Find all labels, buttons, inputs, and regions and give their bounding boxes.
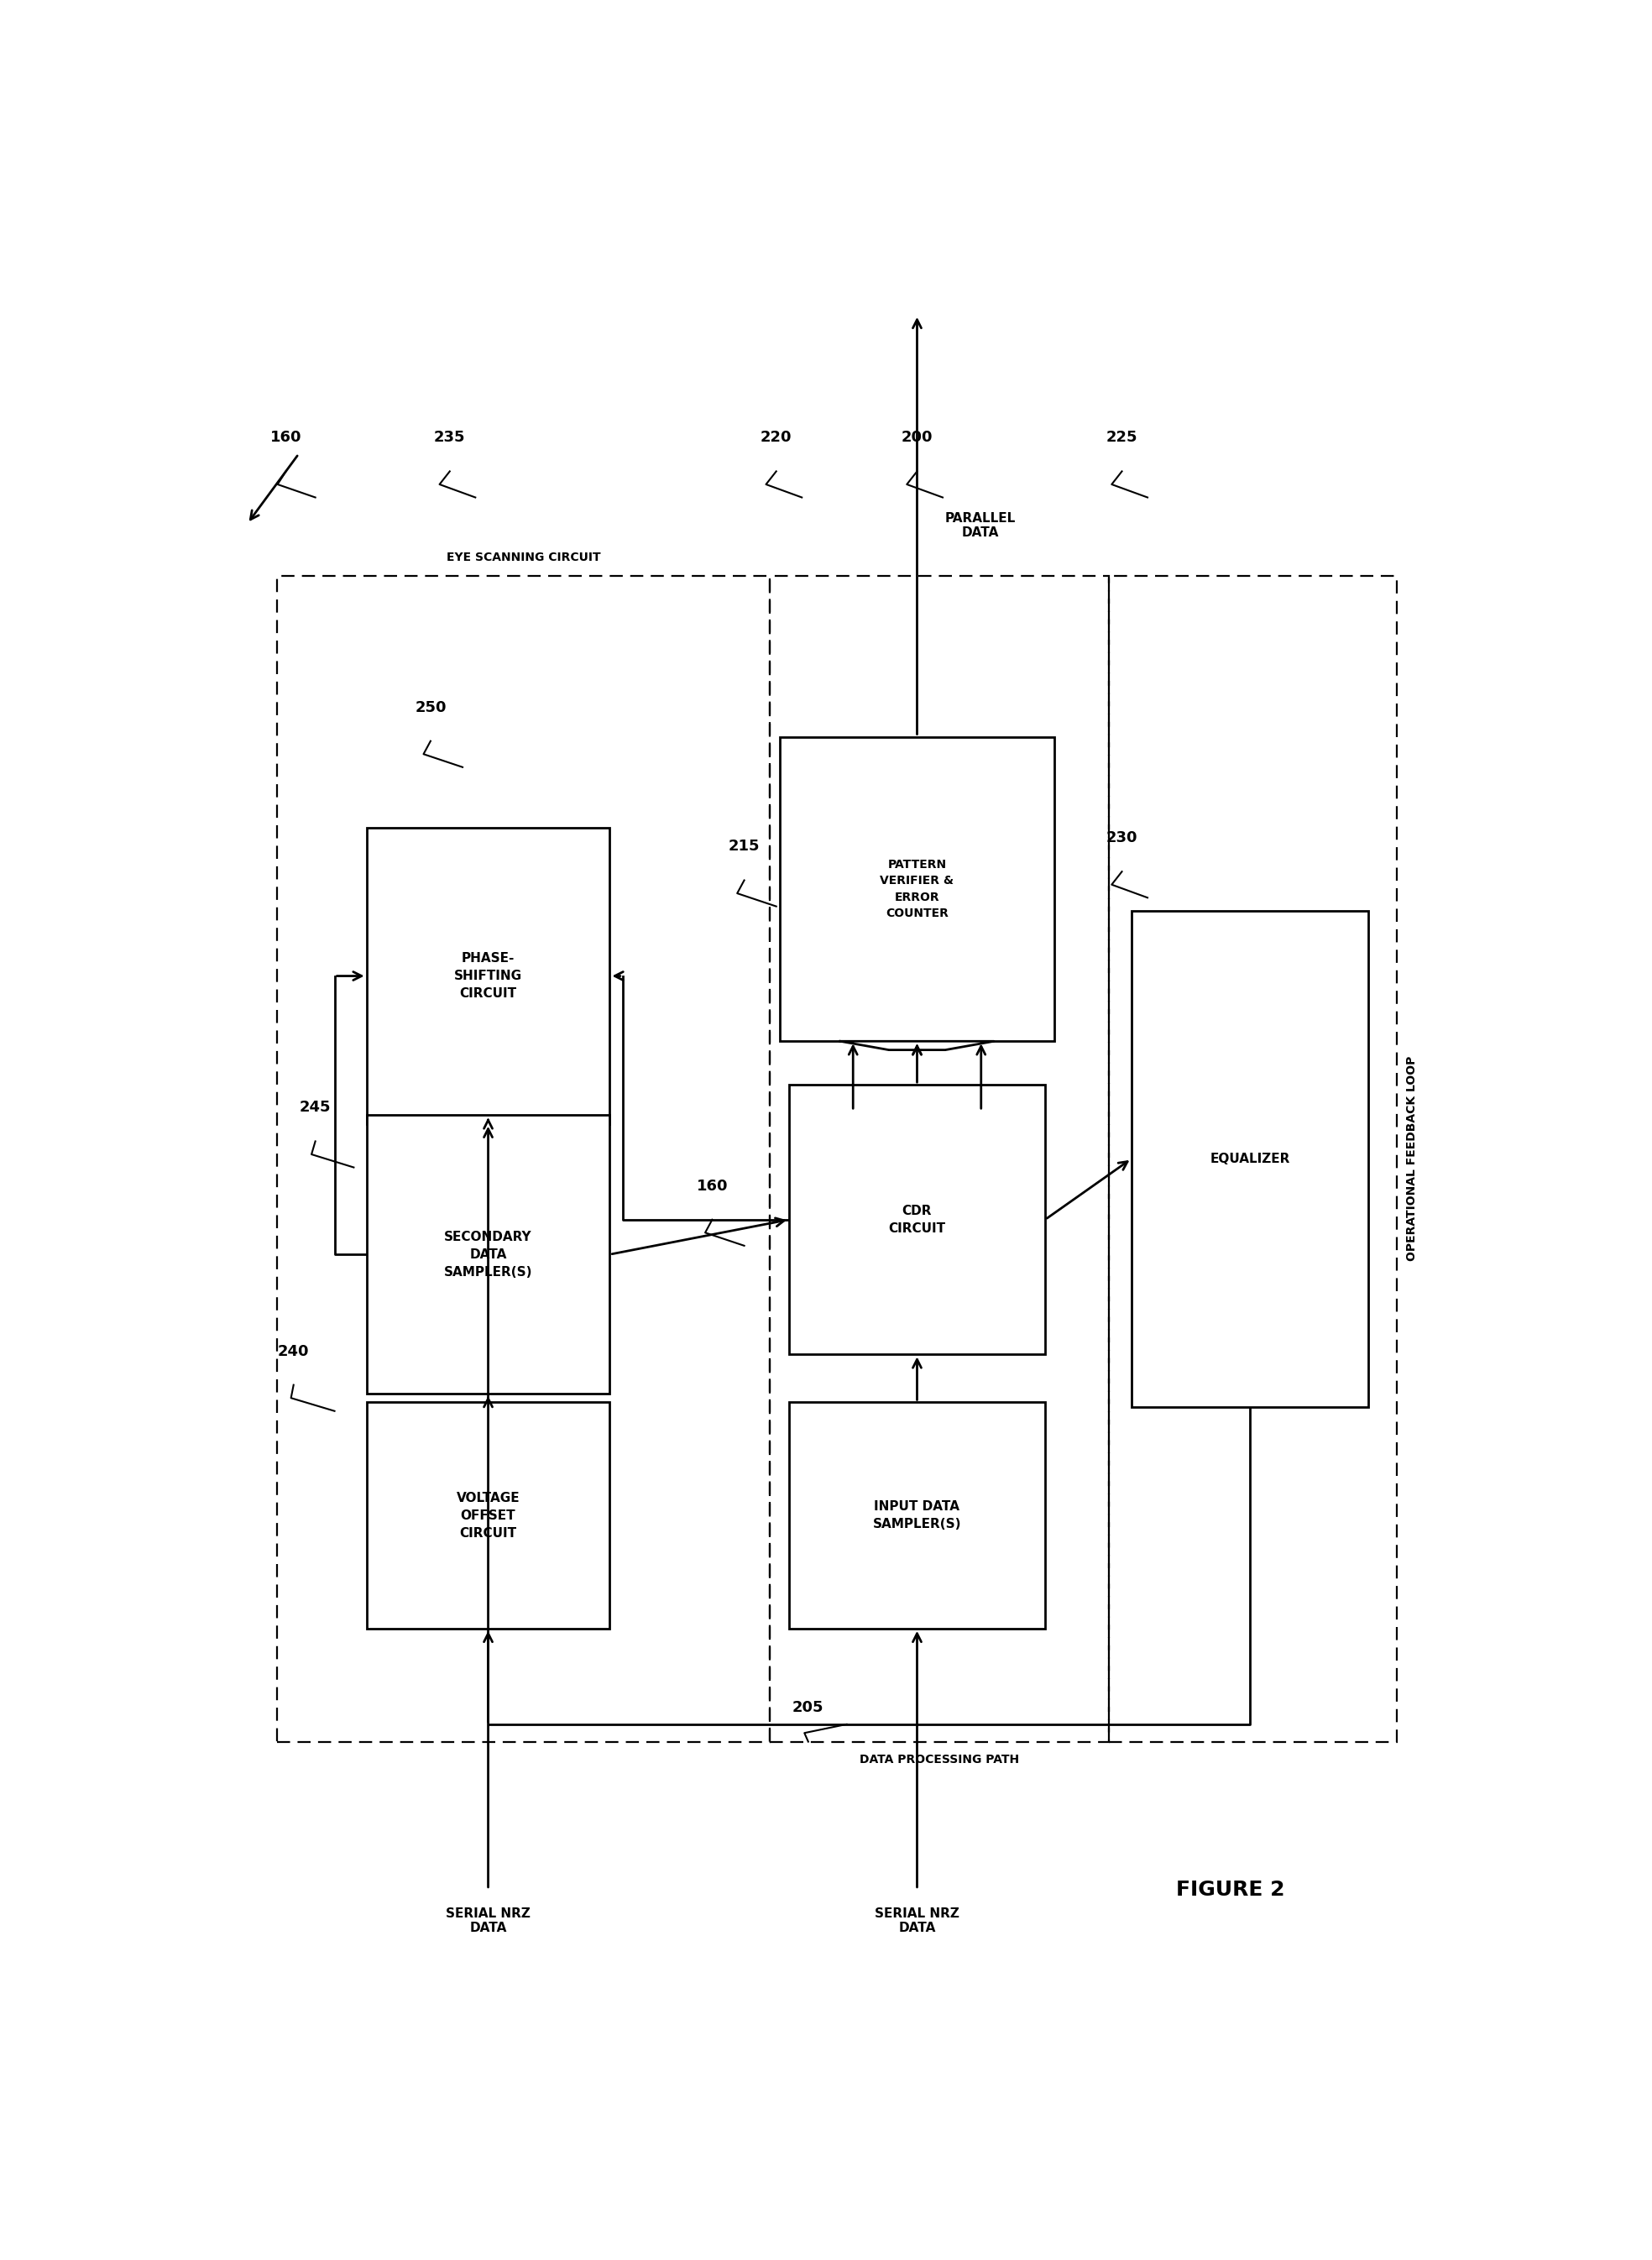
Text: INPUT DATA
SAMPLER(S): INPUT DATA SAMPLER(S) (872, 1501, 961, 1530)
Bar (770, 576, 1108, 1742)
Text: EQUALIZER: EQUALIZER (1209, 1153, 1290, 1164)
Text: 240: 240 (278, 1345, 309, 1358)
Text: EYE SCANNING CIRCUIT: EYE SCANNING CIRCUIT (446, 551, 600, 563)
Text: 235: 235 (434, 429, 466, 445)
Text: PATTERN
VERIFIER &
ERROR
COUNTER: PATTERN VERIFIER & ERROR COUNTER (881, 859, 953, 920)
Bar (278, 576, 770, 1742)
Text: FIGURE 2: FIGURE 2 (1176, 1880, 1285, 1901)
Text: PARALLEL
DATA: PARALLEL DATA (945, 513, 1016, 540)
Bar (790, 1401, 1046, 1629)
Text: CDR
CIRCUIT: CDR CIRCUIT (889, 1205, 945, 1234)
Text: 220: 220 (760, 429, 791, 445)
Text: DATA PROCESSING PATH: DATA PROCESSING PATH (859, 1754, 1019, 1765)
Text: 250: 250 (415, 701, 446, 714)
Text: SERIAL NRZ
DATA: SERIAL NRZ DATA (446, 1907, 530, 1935)
Bar (780, 737, 1054, 1042)
Text: VOLTAGE
OFFSET
CIRCUIT: VOLTAGE OFFSET CIRCUIT (456, 1492, 520, 1539)
Text: 225: 225 (1107, 429, 1138, 445)
Text: 160: 160 (697, 1177, 729, 1193)
Polygon shape (841, 1042, 995, 1051)
Bar (1132, 911, 1368, 1406)
Text: 205: 205 (793, 1700, 824, 1715)
Text: 160: 160 (271, 429, 302, 445)
Bar (367, 1401, 610, 1629)
Text: OPERATIONAL FEEDBACK LOOP: OPERATIONAL FEEDBACK LOOP (1406, 1055, 1417, 1261)
Text: SERIAL NRZ
DATA: SERIAL NRZ DATA (874, 1907, 960, 1935)
Text: 215: 215 (729, 838, 760, 854)
Bar (1108, 576, 1398, 1742)
Bar (367, 1114, 610, 1394)
Text: 230: 230 (1107, 829, 1138, 845)
Bar (367, 827, 610, 1123)
Text: 245: 245 (299, 1101, 330, 1114)
Bar (790, 1085, 1046, 1354)
Text: 200: 200 (902, 429, 933, 445)
Text: SECONDARY
DATA
SAMPLER(S): SECONDARY DATA SAMPLER(S) (444, 1229, 532, 1279)
Text: PHASE-
SHIFTING
CIRCUIT: PHASE- SHIFTING CIRCUIT (454, 951, 522, 999)
